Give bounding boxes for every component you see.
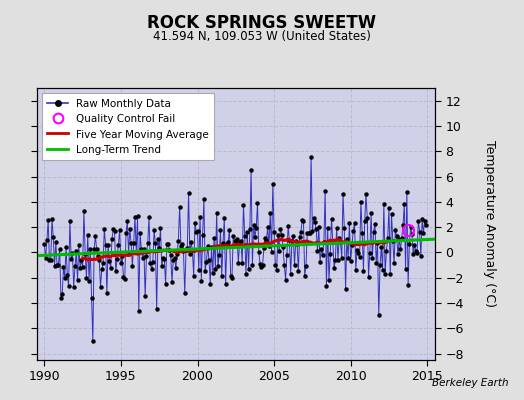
Text: Berkeley Earth: Berkeley Earth xyxy=(432,378,508,388)
Y-axis label: Temperature Anomaly (°C): Temperature Anomaly (°C) xyxy=(483,140,496,308)
Text: 41.594 N, 109.053 W (United States): 41.594 N, 109.053 W (United States) xyxy=(153,30,371,43)
Legend: Raw Monthly Data, Quality Control Fail, Five Year Moving Average, Long-Term Tren: Raw Monthly Data, Quality Control Fail, … xyxy=(42,93,214,160)
Text: ROCK SPRINGS SWEETW: ROCK SPRINGS SWEETW xyxy=(147,14,377,32)
